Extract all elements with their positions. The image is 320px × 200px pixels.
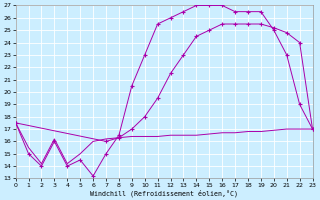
X-axis label: Windchill (Refroidissement éolien,°C): Windchill (Refroidissement éolien,°C) [90, 189, 238, 197]
